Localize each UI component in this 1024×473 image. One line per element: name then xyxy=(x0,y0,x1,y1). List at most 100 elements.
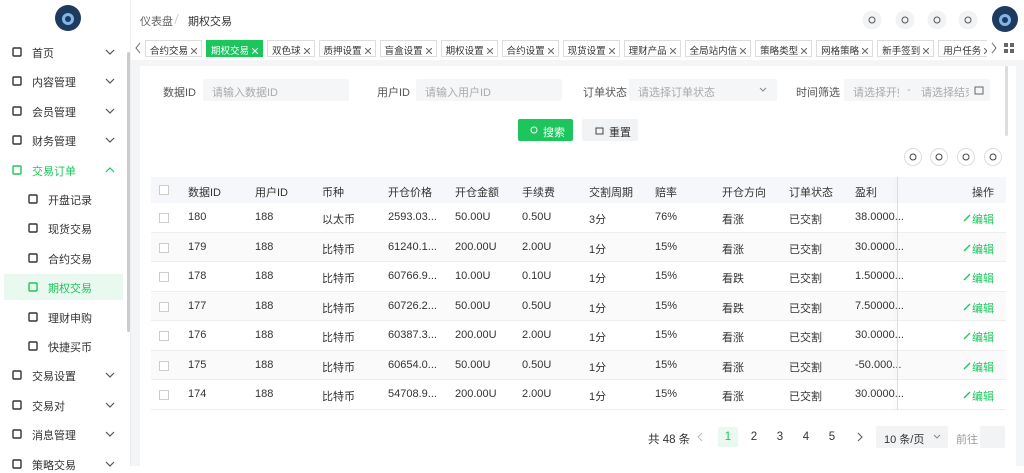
menu-item[interactable]: 快捷买币 xyxy=(48,342,92,354)
menu-item[interactable]: 现货交易 xyxy=(48,224,92,237)
tab[interactable]: 双色球 xyxy=(267,40,315,57)
page-prev[interactable] xyxy=(697,432,704,442)
menu-chevron[interactable] xyxy=(105,460,115,468)
avatar[interactable] xyxy=(992,6,1018,32)
toolbar-icon[interactable] xyxy=(930,148,948,166)
tab-close[interactable] xyxy=(486,47,493,55)
toolbar-icon[interactable] xyxy=(984,148,1002,166)
edit-link[interactable]: 编辑 xyxy=(972,391,994,403)
menu-item[interactable]: 消息管理 xyxy=(32,430,76,443)
tabs-menu[interactable] xyxy=(1004,43,1014,53)
menu-chevron[interactable] xyxy=(105,48,115,56)
tab[interactable]: 网格策略 xyxy=(816,40,874,57)
tab-close[interactable] xyxy=(739,47,747,55)
page-number[interactable]: 1 xyxy=(724,431,732,443)
menu-item[interactable]: 交易订单 xyxy=(32,165,76,178)
header-icon[interactable] xyxy=(895,10,915,30)
menu-chevron[interactable] xyxy=(105,166,115,174)
tab[interactable]: 新手签到 xyxy=(877,40,935,57)
tab-close[interactable] xyxy=(303,47,310,55)
tab[interactable]: 合约设置 xyxy=(501,40,559,57)
menu-item[interactable]: 交易设置 xyxy=(32,371,76,384)
menu-item[interactable]: 财务管理 xyxy=(32,136,76,149)
table-cell: 188 xyxy=(255,299,274,312)
menu-item[interactable]: 交易对 xyxy=(32,400,65,413)
menu-chevron[interactable] xyxy=(105,107,115,115)
page-number[interactable]: 5 xyxy=(828,431,836,443)
table-cell: 2.00U xyxy=(522,240,552,253)
toolbar-icon[interactable] xyxy=(904,148,922,166)
menu-item[interactable]: 理财申购 xyxy=(48,312,92,325)
search-button[interactable] xyxy=(518,119,573,141)
menu-item[interactable]: 期权交易 xyxy=(48,283,92,296)
page-size-select[interactable] xyxy=(876,426,948,448)
page-number[interactable]: 3 xyxy=(776,431,784,443)
tab[interactable]: 现货设置 xyxy=(562,40,620,57)
reset-button[interactable] xyxy=(582,119,638,141)
tab-close[interactable] xyxy=(608,47,615,55)
edit-link[interactable]: 编辑 xyxy=(972,273,994,285)
checkbox[interactable] xyxy=(159,272,169,282)
menu-chevron[interactable] xyxy=(105,401,115,409)
page-size[interactable]: 10 条/页 xyxy=(884,434,925,446)
filter-input[interactable] xyxy=(203,79,349,101)
header-icon[interactable] xyxy=(958,10,978,30)
tab-close[interactable] xyxy=(547,47,554,55)
tab-close[interactable] xyxy=(190,47,198,55)
edit-link[interactable]: 编辑 xyxy=(972,214,994,226)
tab-close[interactable] xyxy=(861,47,869,55)
menu-chevron[interactable] xyxy=(105,136,115,144)
edit-link[interactable]: 编辑 xyxy=(972,332,994,344)
page-number[interactable]: 2 xyxy=(750,431,758,443)
menu-chevron[interactable] xyxy=(105,77,115,85)
tabs-next[interactable] xyxy=(990,42,998,54)
tabs-prev[interactable] xyxy=(134,42,142,54)
checkbox[interactable] xyxy=(159,390,169,400)
checkbox[interactable] xyxy=(159,360,169,371)
tab[interactable]: 合约交易 xyxy=(145,40,203,57)
checkbox[interactable] xyxy=(159,213,169,223)
tab-close[interactable] xyxy=(669,47,676,55)
goto-input[interactable] xyxy=(980,426,1005,448)
tab[interactable]: 策略类型 xyxy=(755,40,813,57)
filter-input[interactable] xyxy=(629,79,777,101)
header-icon[interactable] xyxy=(927,10,947,30)
menu-item[interactable]: 会员管理 xyxy=(32,106,76,119)
menu-item[interactable]: 策略交易 xyxy=(32,459,76,472)
menu-item[interactable]: 首页 xyxy=(32,48,54,60)
tab[interactable]: 理财产品 xyxy=(623,40,681,57)
toolbar-icon[interactable] xyxy=(957,148,975,166)
filter-input[interactable] xyxy=(416,79,562,101)
edit-link[interactable]: 编辑 xyxy=(972,302,994,315)
menu-chevron[interactable] xyxy=(105,371,115,379)
edit-link[interactable]: 编辑 xyxy=(972,243,994,256)
tab-close[interactable] xyxy=(922,47,930,55)
checkbox[interactable] xyxy=(159,185,169,195)
tab[interactable]: 盲盒设置 xyxy=(379,40,437,57)
edit-link[interactable]: 编辑 xyxy=(972,361,994,374)
tab-close[interactable] xyxy=(983,47,987,55)
reset-label[interactable]: 重置 xyxy=(609,127,631,139)
checkbox[interactable] xyxy=(159,301,169,312)
tab[interactable]: 质押设置 xyxy=(318,40,376,57)
checkbox[interactable] xyxy=(159,242,169,253)
tab-close[interactable] xyxy=(425,47,432,55)
menu-item[interactable]: 合约交易 xyxy=(48,253,92,266)
page-number[interactable]: 4 xyxy=(802,431,810,443)
menu-item[interactable]: 内容管理 xyxy=(32,77,76,90)
search-label[interactable]: 搜索 xyxy=(543,127,565,139)
header-icon[interactable] xyxy=(862,10,882,30)
page-next[interactable] xyxy=(856,432,863,442)
tab[interactable]: 用户任务 xyxy=(938,40,987,57)
tab-close[interactable] xyxy=(364,47,371,55)
menu-chevron[interactable] xyxy=(105,430,115,438)
tab-close[interactable] xyxy=(800,47,808,55)
tab[interactable]: 期权设置 xyxy=(440,40,498,57)
breadcrumb[interactable]: 仪表盘 xyxy=(140,16,173,28)
tab[interactable]: 全局站内信 xyxy=(684,40,752,57)
filter-input[interactable] xyxy=(844,79,990,101)
tab[interactable]: 期权交易 xyxy=(206,40,264,57)
tab-close[interactable] xyxy=(251,47,259,55)
menu-item[interactable]: 开盘记录 xyxy=(48,195,92,207)
checkbox[interactable] xyxy=(159,331,169,341)
